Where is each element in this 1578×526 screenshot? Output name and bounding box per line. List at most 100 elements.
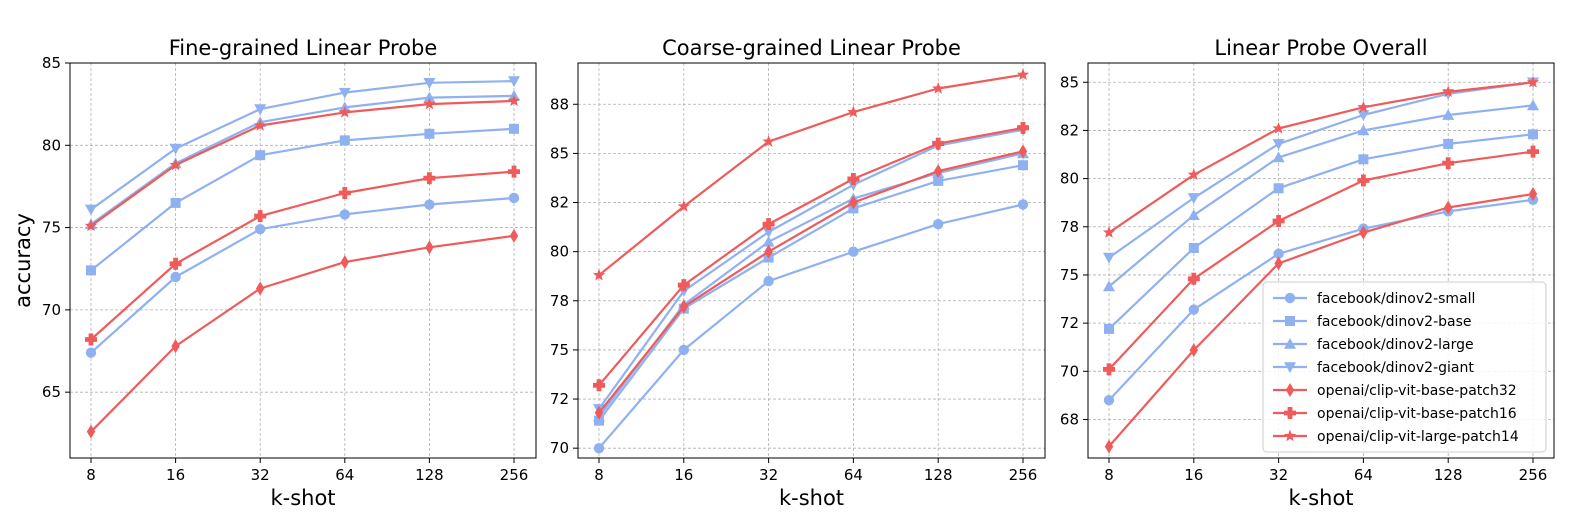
series-facebook-dinov2-giant [85, 76, 520, 216]
x-tick-label: 32 [251, 466, 270, 484]
data-point [847, 105, 860, 118]
series-facebook-dinov2-base [1104, 129, 1538, 334]
series-facebook-dinov2-base [86, 123, 519, 276]
x-axis-label: k-shot [1288, 486, 1353, 510]
data-point [1528, 187, 1538, 202]
x-tick-label: 64 [1354, 466, 1373, 484]
data-point [169, 158, 182, 171]
x-tick-label: 8 [86, 466, 96, 484]
y-tick-label: 72 [1060, 314, 1079, 332]
legend-label: facebook/dinov2-giant [1317, 360, 1474, 376]
data-point [1104, 323, 1114, 334]
x-axis-label: k-shot [779, 486, 844, 510]
data-point [256, 281, 265, 296]
data-point [338, 105, 351, 118]
series-line [1108, 150, 1534, 371]
data-point [933, 175, 944, 186]
data-point [932, 137, 945, 150]
series-openai-clip-vit-large-patch14 [592, 68, 1030, 281]
data-point [678, 344, 689, 356]
data-point [1273, 183, 1284, 194]
legend: facebook/dinov2-small facebook/dinov2-bas… [1262, 281, 1547, 453]
x-tick-label: 256 [1009, 466, 1038, 484]
data-point [1526, 75, 1540, 88]
y-tick-label: 75 [550, 341, 569, 359]
data-point [849, 195, 858, 210]
data-point [508, 192, 520, 204]
data-point [1018, 160, 1028, 171]
series-line [1108, 81, 1534, 234]
x-tick-label: 256 [1519, 466, 1548, 484]
data-point [677, 279, 690, 292]
data-point [594, 405, 604, 420]
legend-item-facebook-dinov2-small: facebook/dinov2-small [1273, 291, 1475, 307]
data-point [169, 257, 182, 270]
data-point [1188, 242, 1199, 253]
data-point [340, 255, 349, 270]
data-point [254, 210, 267, 223]
data-point [762, 227, 775, 239]
data-point [593, 379, 605, 392]
series-line [598, 73, 1024, 277]
data-point [933, 218, 944, 230]
data-point [1527, 99, 1539, 111]
x-tick-label: 64 [335, 466, 354, 484]
legend-label: facebook/dinov2-large [1317, 337, 1474, 353]
data-point [847, 180, 860, 191]
data-point [1017, 121, 1029, 134]
y-tick-label: 78 [550, 292, 569, 310]
data-point [762, 135, 775, 147]
chart-panel-3: 8 16 32 64 128 256 68 70 72 75 78 80 82 85 Linear Prob… [1060, 36, 1555, 510]
series-facebook-dinov2-large [85, 89, 520, 230]
data-point [679, 299, 688, 314]
legend-item-facebook-dinov2-giant: facebook/dinov2-giant [1273, 360, 1474, 376]
series-facebook-dinov2-small [593, 199, 1029, 454]
data-point [85, 204, 97, 216]
legend-label: facebook/dinov2-small [1317, 291, 1475, 307]
data-point [1104, 439, 1114, 454]
series-line [90, 234, 515, 433]
data-point [1187, 209, 1200, 221]
axes-frame [69, 62, 537, 459]
data-point [255, 150, 266, 161]
series-facebook-dinov2-base [594, 160, 1028, 426]
y-tick-label: 85 [550, 144, 569, 162]
series-line [598, 150, 1024, 414]
data-point [507, 94, 521, 107]
legend-marker [1284, 407, 1296, 419]
data-point [1187, 193, 1200, 204]
x-tick-label: 256 [500, 466, 529, 484]
y-tick-label: 80 [1060, 170, 1079, 188]
data-point [1527, 145, 1539, 158]
data-point [1272, 122, 1285, 134]
legend-box [1262, 281, 1547, 453]
legend-marker [1284, 338, 1296, 349]
x-tick-label: 32 [1269, 466, 1288, 484]
series-openai-clip-vit-large-patch14 [84, 94, 521, 232]
series-line [1108, 104, 1534, 288]
data-point [1528, 129, 1538, 140]
data-point [677, 199, 690, 212]
data-point [423, 172, 436, 185]
series-line [1108, 198, 1534, 401]
series-facebook-dinov2-large [1103, 99, 1539, 292]
data-point [1103, 394, 1115, 406]
chart-panel-1: 8 16 32 64 128 256 65 70 75 80 85 Fine-grained Line… [11, 36, 537, 510]
data-point [934, 164, 943, 179]
data-point [1188, 304, 1200, 315]
y-tick-label: 70 [1060, 362, 1079, 380]
data-point [762, 218, 775, 231]
series-line [598, 126, 1024, 387]
series-openai-clip-vit-base-patch32 [1104, 187, 1538, 454]
y-tick-label: 85 [1060, 73, 1079, 91]
data-point [1189, 343, 1198, 358]
y-tick-label: 65 [42, 383, 61, 401]
data-point [1357, 174, 1370, 187]
data-point [339, 209, 350, 220]
data-point [1272, 215, 1285, 227]
series-openai-clip-vit-base-patch16 [1103, 145, 1539, 376]
data-point [509, 228, 519, 243]
x-tick-label: 8 [1104, 466, 1114, 484]
data-point [1442, 109, 1455, 120]
legend-marker [1285, 383, 1295, 397]
